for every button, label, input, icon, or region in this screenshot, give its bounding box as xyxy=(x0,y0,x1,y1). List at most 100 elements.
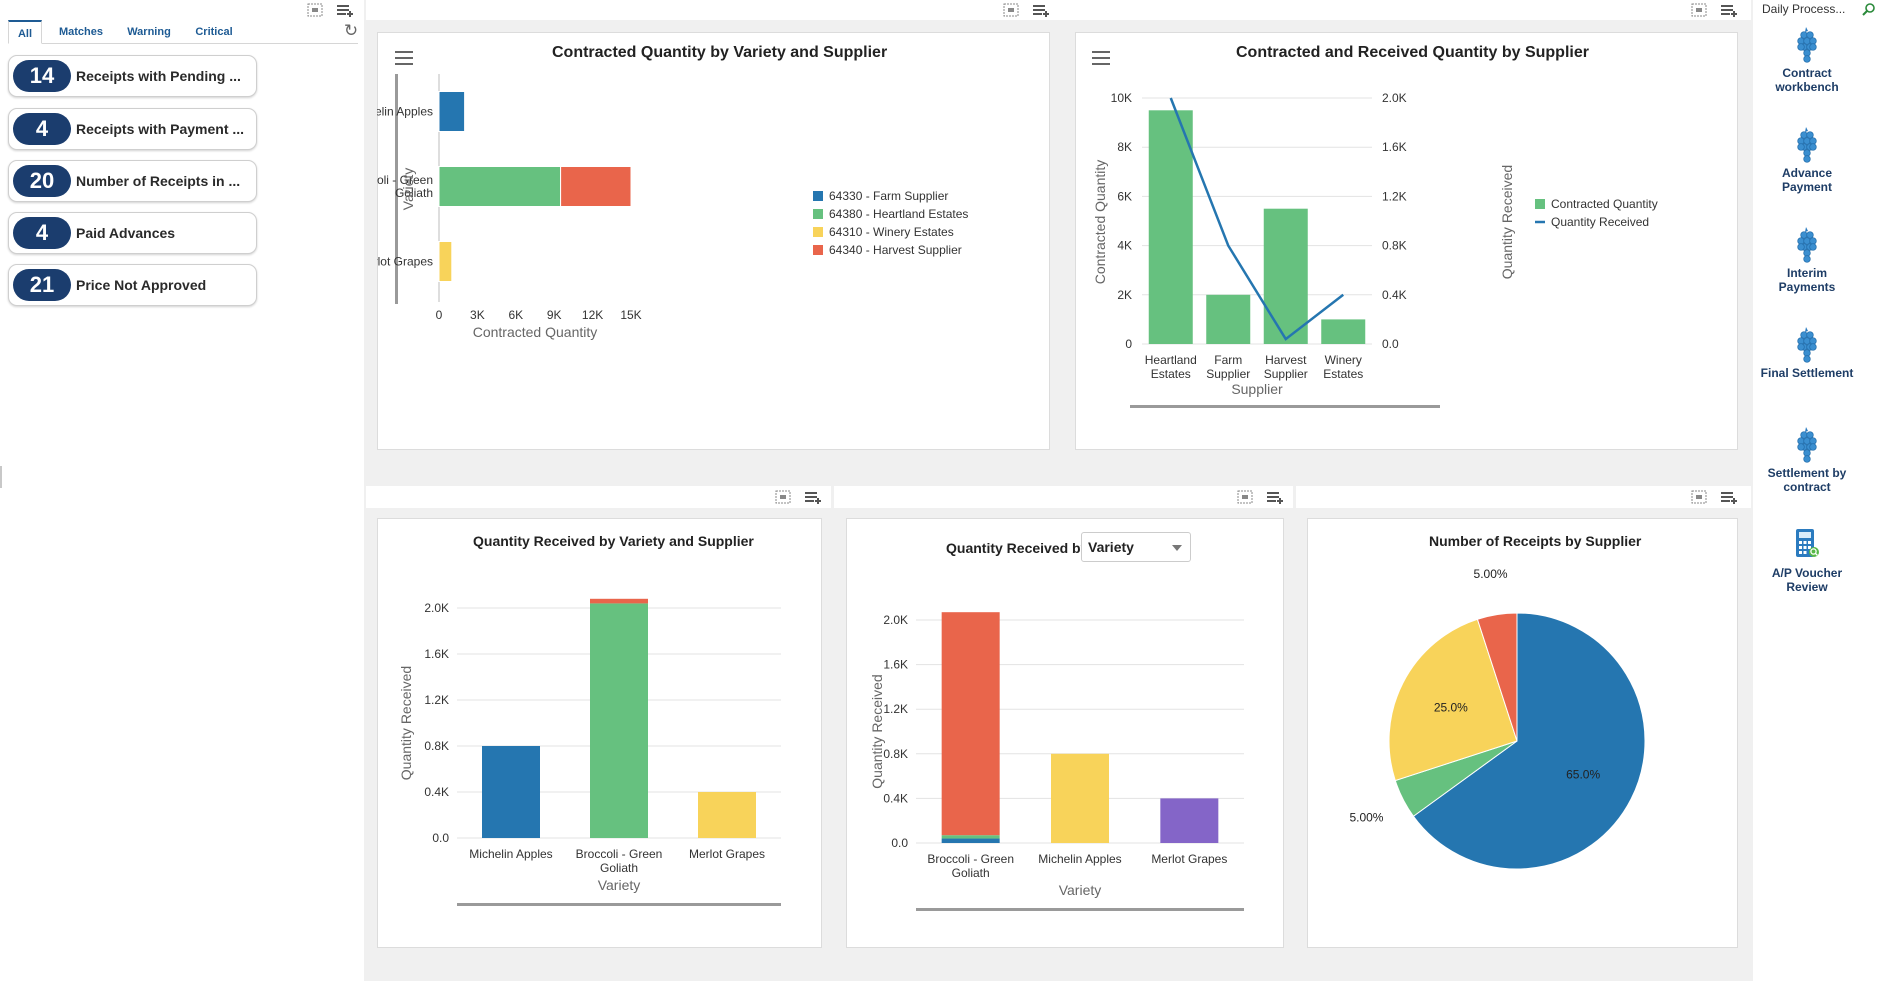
grape-berry xyxy=(1803,255,1811,263)
grape-berry xyxy=(1803,437,1811,445)
tab-all[interactable]: All xyxy=(8,20,42,44)
y-axis-title: Variety xyxy=(400,168,416,211)
grape-berry xyxy=(1806,331,1814,339)
bar xyxy=(1321,319,1366,344)
grape-berry xyxy=(1803,49,1811,57)
count-badge: 21 xyxy=(13,269,71,301)
add-to-page-icon[interactable] xyxy=(804,489,822,505)
add-to-page-icon[interactable] xyxy=(1720,489,1738,505)
menu-icon[interactable] xyxy=(1092,51,1110,65)
pie-slice xyxy=(1388,618,1518,782)
panel-toolbar xyxy=(834,486,1293,508)
search-icon[interactable] xyxy=(1862,2,1876,16)
tile-label: Advance xyxy=(1781,166,1833,180)
grape-berry xyxy=(1803,37,1811,45)
dropdown-value: Variety xyxy=(1088,539,1134,555)
watchlist-item[interactable]: 20 Number of Receipts in ... xyxy=(8,160,257,202)
maximize-icon[interactable] xyxy=(774,489,792,505)
tick-label: 1.6K xyxy=(883,658,908,672)
category-label: Estates xyxy=(1323,367,1363,381)
watchlist-tabs: All Matches Warning Critical xyxy=(8,20,358,44)
category-label: Broccoli - Green xyxy=(927,852,1014,866)
watchlist-item[interactable]: 14 Receipts with Pending ... xyxy=(8,55,257,97)
maximize-icon[interactable] xyxy=(1002,2,1020,18)
grape-berry xyxy=(1806,231,1814,239)
bar-segment xyxy=(698,792,756,838)
pie-slice xyxy=(1412,612,1646,870)
refresh-icon[interactable]: ↻ xyxy=(343,21,359,40)
panel-toolbar xyxy=(366,0,1059,20)
maximize-icon[interactable] xyxy=(1690,2,1708,18)
bar xyxy=(1148,110,1193,344)
grape-stem xyxy=(1805,227,1808,232)
grape-berry xyxy=(1797,243,1805,251)
variety-dropdown[interactable]: Variety xyxy=(1081,532,1191,562)
tile-label: Review xyxy=(1786,580,1828,594)
count-badge: 4 xyxy=(13,113,71,145)
tile-advance-payment[interactable]: Advance Payment xyxy=(1752,126,1862,194)
tick-label: 6K xyxy=(1117,189,1132,203)
grape-berry xyxy=(1803,155,1811,163)
grape-berry xyxy=(1809,243,1817,251)
watchlist-item[interactable]: 4 Paid Advances xyxy=(8,212,257,254)
tile-settlement-by-contract[interactable]: Settlement by contract xyxy=(1752,426,1862,494)
add-to-page-icon[interactable] xyxy=(336,2,354,18)
tick-label: 1.2K xyxy=(1382,189,1407,203)
tick-label: 2.0K xyxy=(1382,91,1407,105)
legend-swatch xyxy=(1535,199,1545,209)
watchlist-item[interactable]: 4 Receipts with Payment ... xyxy=(8,108,257,150)
bar-segment xyxy=(1051,753,1109,843)
watchlist-item-label: Number of Receipts in ... xyxy=(76,173,241,189)
add-to-page-icon[interactable] xyxy=(1266,489,1284,505)
add-to-page-icon[interactable] xyxy=(1720,2,1738,18)
bar xyxy=(1263,208,1308,344)
grape-berry xyxy=(1797,237,1805,245)
grape-icon xyxy=(1797,227,1817,263)
receipts-by-supplier-pie: 65.0% 5.00% 25.0% 5.00% xyxy=(1349,567,1646,870)
tab-matches[interactable]: Matches xyxy=(58,26,104,38)
count-badge: 4 xyxy=(13,217,71,249)
bar-segment xyxy=(438,241,453,282)
legend-label: 64380 - Heartland Estates xyxy=(829,207,968,221)
tile-interim-payments[interactable]: Interim Payments xyxy=(1752,226,1862,294)
maximize-icon[interactable] xyxy=(1690,489,1708,505)
bar-segment xyxy=(590,598,648,604)
grape-berry xyxy=(1806,131,1814,139)
tick-label: 2.0K xyxy=(424,601,449,615)
grape-berry xyxy=(1803,337,1811,345)
grape-berry xyxy=(1809,437,1817,445)
grape-icon xyxy=(1797,27,1817,63)
x-axis-title: Variety xyxy=(1059,882,1102,898)
grape-icon xyxy=(1797,427,1817,463)
bar-segment xyxy=(1160,798,1219,843)
maximize-icon[interactable] xyxy=(306,2,324,18)
tab-critical[interactable]: Critical xyxy=(195,26,233,38)
grape-stem xyxy=(1805,327,1808,332)
tile-contract-workbench[interactable]: Contract workbench xyxy=(1752,26,1862,94)
menu-icon[interactable] xyxy=(395,51,413,65)
add-to-page-icon[interactable] xyxy=(1032,2,1050,18)
tile-ap-voucher-review[interactable]: A/P Voucher Review xyxy=(1752,526,1862,594)
tick-label: 0.8K xyxy=(1382,239,1407,253)
legend-label: 64330 - Farm Supplier xyxy=(829,189,948,203)
watchlist-item[interactable]: 21 Price Not Approved xyxy=(8,264,257,306)
legend-swatch xyxy=(813,245,823,255)
x-axis-title: Variety xyxy=(598,877,641,893)
tick-label: 12K xyxy=(582,308,603,322)
category-label: Heartland xyxy=(1145,353,1197,367)
tick-label: 3K xyxy=(470,308,485,322)
chart-title: Quantity Received by xyxy=(946,540,1089,556)
tile-final-settlement[interactable]: Final Settlement xyxy=(1752,326,1862,380)
chart-title: Number of Receipts by Supplier xyxy=(1429,533,1642,549)
maximize-icon[interactable] xyxy=(1236,489,1254,505)
tick-label: 0 xyxy=(1125,337,1132,351)
category-label: Harvest xyxy=(1265,353,1307,367)
tile-label: Settlement by xyxy=(1767,466,1847,480)
tick-label: 2.0K xyxy=(883,613,908,627)
grape-berry xyxy=(1797,43,1805,51)
divider xyxy=(364,0,366,981)
panel-toolbar xyxy=(1061,0,1751,20)
bar xyxy=(1206,294,1251,344)
grape-berry xyxy=(1800,431,1808,439)
tab-warning[interactable]: Warning xyxy=(127,26,171,38)
